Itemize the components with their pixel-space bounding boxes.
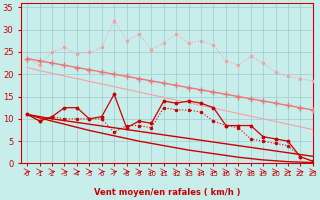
X-axis label: Vent moyen/en rafales ( km/h ): Vent moyen/en rafales ( km/h ) xyxy=(94,188,240,197)
